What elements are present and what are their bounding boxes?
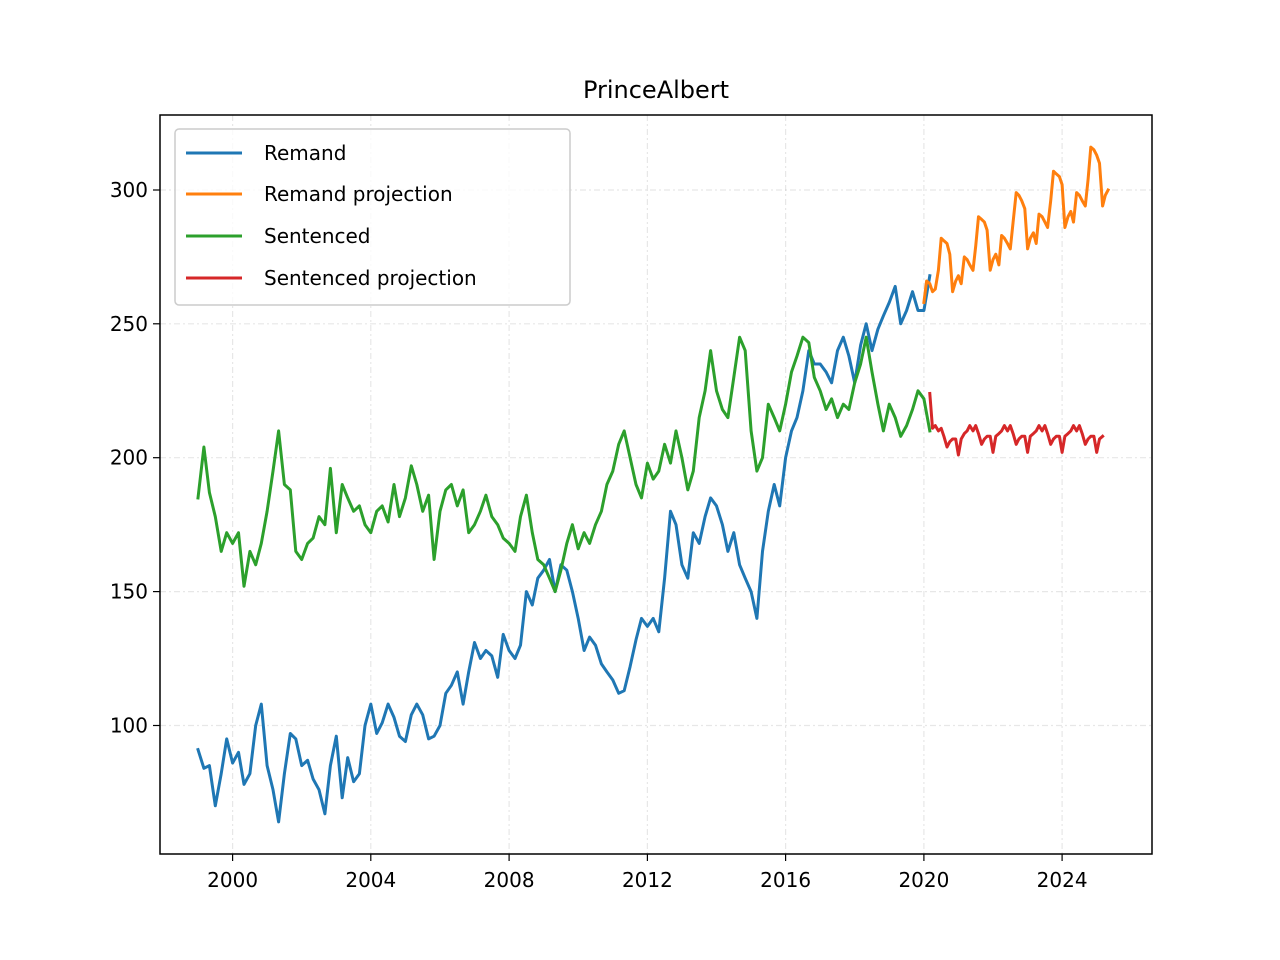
x-tick-label: 2016	[760, 868, 811, 892]
series-line-remand-projection	[922, 145, 1111, 305]
grid-lines	[160, 115, 1152, 854]
series-line-sentenced-projection	[928, 391, 1105, 457]
y-tick-label: 150	[110, 580, 148, 604]
x-tick-label: 2024	[1037, 868, 1088, 892]
series-line-remand	[196, 273, 932, 824]
x-axis-ticks: 2000 2004 2008 2012 2016 2020 2024	[207, 854, 1088, 892]
chart-title: PrinceAlbert	[583, 76, 729, 104]
plot-area-frame	[159, 114, 1153, 855]
x-tick-label: 2000	[207, 868, 258, 892]
legend: Remand Remand projection Sentenced Sente…	[174, 128, 571, 306]
series-lines	[196, 145, 1111, 824]
legend-box	[174, 128, 571, 306]
y-tick-label: 250	[110, 312, 148, 336]
legend-label-remand: Remand	[264, 141, 346, 165]
y-tick-label: 200	[110, 446, 148, 470]
x-tick-label: 2020	[898, 868, 949, 892]
y-tick-label: 300	[110, 178, 148, 202]
x-tick-label: 2004	[345, 868, 396, 892]
legend-label-remand-projection: Remand projection	[264, 182, 453, 206]
y-tick-label: 100	[110, 714, 148, 738]
x-tick-label: 2012	[622, 868, 673, 892]
series-line-sentenced	[196, 335, 932, 594]
legend-label-sentenced: Sentenced	[264, 224, 371, 248]
legend-label-sentenced-projection: Sentenced projection	[264, 266, 477, 290]
y-axis-ticks: 100 150 200 250 300	[110, 178, 160, 738]
x-tick-label: 2008	[484, 868, 535, 892]
